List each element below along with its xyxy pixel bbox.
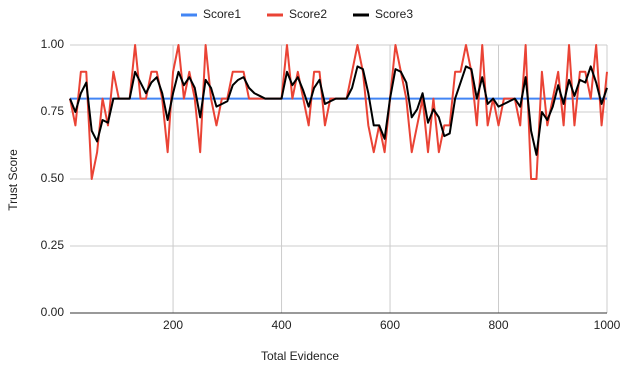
- x-tick-label: 200: [163, 318, 183, 332]
- x-tick-label: 600: [380, 318, 400, 332]
- x-tick-label: 800: [488, 318, 508, 332]
- x-tick-label: 1000: [594, 318, 621, 332]
- x-tick-label: 400: [272, 318, 292, 332]
- y-tick-label: 0.25: [41, 238, 65, 252]
- legend-label: Score3: [375, 7, 413, 21]
- series-line: [69, 65, 608, 156]
- y-tick-label: 0.75: [41, 104, 65, 118]
- y-tick-label: 1.00: [41, 37, 65, 51]
- legend-label: Score1: [203, 7, 241, 21]
- y-axis-title: Trust Score: [6, 149, 20, 211]
- legend-label: Score2: [289, 7, 327, 21]
- x-axis-title: Total Evidence: [261, 349, 339, 363]
- y-tick-label: 0.00: [41, 305, 65, 319]
- y-tick-label: 0.50: [41, 171, 65, 185]
